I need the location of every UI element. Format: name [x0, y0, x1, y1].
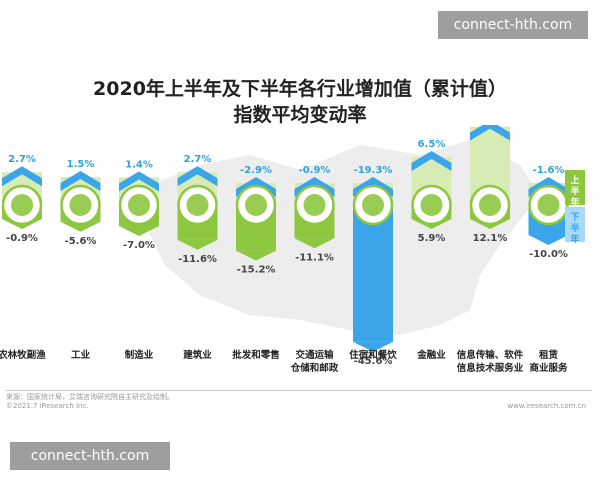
label-h2-5: -0.9%	[299, 165, 331, 176]
bar-group-2: 1.4% -7.0%	[118, 159, 160, 251]
category-label-7-0: 金融业	[416, 349, 446, 361]
category-label-1-0: 工业	[71, 349, 91, 361]
bar-group-8: 14.1%12.1%	[469, 125, 511, 244]
label-h2-0: 2.7%	[8, 154, 36, 165]
cart-icon-glyph	[245, 194, 267, 216]
label-h2-7: 6.5%	[418, 139, 446, 150]
label-h2-6: -19.3%	[354, 165, 393, 176]
factory-icon-glyph	[69, 194, 92, 216]
label-h1-9: -10.0%	[529, 249, 568, 260]
category-label-4-0: 批发和零售	[232, 349, 280, 361]
rent-icon-glyph	[537, 194, 560, 216]
bar-tip-1	[60, 221, 101, 232]
chevron-2	[119, 171, 159, 192]
plant-icon-glyph	[11, 194, 33, 216]
legend-h2-char-1: 半	[570, 222, 579, 234]
chevron-1	[60, 171, 101, 191]
bar-lower-6	[353, 205, 393, 342]
label-h1-6: -45.6%	[354, 356, 393, 367]
label-h1-0: -0.9%	[6, 233, 38, 244]
bar-group-7: 6.5% 5.9%	[411, 139, 452, 244]
legend-h1-swatch	[565, 170, 585, 205]
chevron-4	[236, 177, 276, 197]
source-note: 来源：国家统计局，艾瑞咨询研究院自主研究及绘制。	[6, 393, 174, 401]
label-h2-9: -1.6%	[533, 165, 565, 176]
chevron-8	[470, 125, 510, 141]
label-h2-2: 1.4%	[125, 159, 153, 170]
legend-h2-swatch	[565, 207, 585, 242]
category-label-6-0: 住宿和餐饮	[349, 349, 397, 361]
category-label-9-0: 租赁	[539, 349, 559, 361]
truck-icon-glyph	[303, 194, 326, 216]
bar-tip-4	[236, 250, 276, 261]
category-label-5-0: 交通运输	[295, 349, 334, 361]
chart-title-line1: 2020年上半年及下半年各行业增加值（累计值）	[93, 78, 507, 100]
label-h1-8: 12.1%	[473, 233, 508, 244]
chevron-9	[528, 177, 569, 197]
category-label-5-1: 仓储和邮政	[290, 362, 339, 374]
category-label-8-0: 信息传输、软件	[457, 349, 524, 361]
footer: 来源：国家统计局，艾瑞咨询研究院自主研究及绘制。 ©2021.7 iResear…	[0, 390, 600, 412]
bar-chart: 2.7% -0.9% 农林牧副渔 1.5% -5.6% 工业 1.4% -7.0% 制造业 2.7…	[0, 125, 585, 374]
bar-tip-9	[528, 235, 569, 245]
globe-icon-glyph	[479, 194, 501, 216]
bar-group-4: -2.9% -15.2%	[235, 165, 277, 276]
chart-title-line2: 指数平均变动率	[233, 104, 367, 126]
tools-icon-glyph	[128, 194, 150, 216]
label-h1-1: -5.6%	[65, 236, 97, 247]
excavator-icon-glyph	[186, 194, 209, 216]
chevron-5	[294, 177, 335, 197]
bar-group-5: -0.9% -11.1%	[294, 165, 335, 263]
bar-group-6: -19.3% -45.6%	[352, 165, 394, 367]
label-h2-4: -2.9%	[240, 165, 272, 176]
chevron-3	[177, 166, 218, 187]
category-label-3-0: 建筑业	[182, 349, 212, 361]
label-h2-3: 2.7%	[184, 154, 212, 165]
label-h1-7: 5.9%	[418, 233, 446, 244]
category-label-2-0: 制造业	[125, 349, 154, 361]
legend-h2-char-0: 下	[570, 212, 579, 223]
bar-tip-3	[177, 239, 218, 250]
label-h1-5: -11.1%	[295, 252, 334, 263]
label-h1-2: -7.0%	[123, 240, 155, 251]
bar-group-3: 2.7% -11.6%	[177, 154, 218, 265]
legend-h2-char-2: 年	[570, 233, 579, 245]
watermark-bottom: connect-hth.com	[10, 442, 170, 470]
bar-group-9: -1.6% -10.0%	[528, 165, 569, 260]
category-label-0-0: 农林牧副渔	[0, 349, 46, 361]
bar-group-1: 1.5% -5.6%	[60, 159, 101, 247]
category-label-8-1: 信息技术服务业	[457, 362, 524, 374]
label-h1-4: -15.2%	[237, 265, 276, 276]
label-h1-3: -11.6%	[178, 254, 217, 265]
category-label-9-1: 商业服务	[529, 362, 568, 374]
building-icon-glyph	[420, 194, 443, 216]
site-url: www.iresearch.com.cn	[507, 402, 586, 410]
label-h2-1: 1.5%	[67, 159, 95, 170]
bar-tip-5	[294, 238, 335, 249]
chevron-7	[411, 151, 452, 171]
bar-tip-6	[353, 341, 393, 352]
watermark-top: connect-hth.com	[438, 11, 588, 39]
copyright: ©2021.7 iResearch Inc.	[6, 402, 89, 410]
legend-h1-char-0: 上	[570, 174, 579, 186]
cutlery-icon-glyph	[362, 194, 384, 216]
chevron-6	[353, 177, 393, 197]
bar-tip-2	[119, 226, 159, 236]
legend-h1-char-1: 半	[570, 185, 579, 197]
legend-h1-char-2: 年	[570, 196, 579, 208]
chevron-0	[2, 166, 42, 187]
bar-group-0: 2.7% -0.9%	[1, 154, 43, 244]
